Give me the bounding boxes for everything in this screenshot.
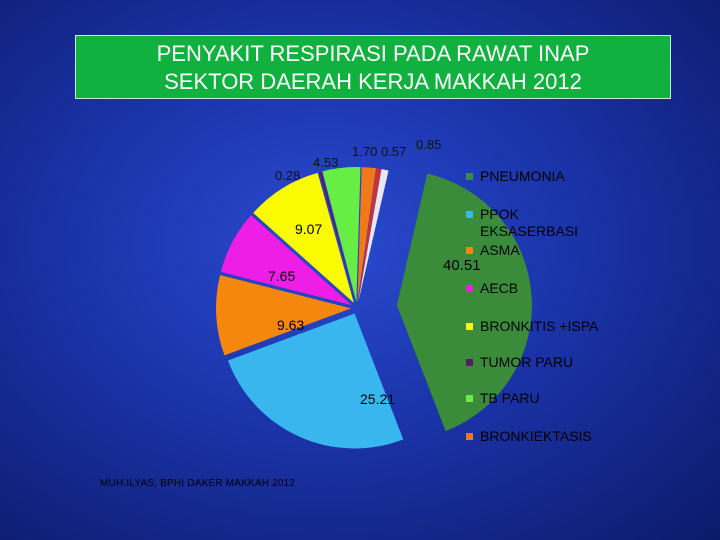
title-line-2: SEKTOR DAERAH KERJA MAKKAH 2012 <box>164 69 582 94</box>
data-label-4: 9.07 <box>295 221 322 237</box>
title-line-1: PENYAKIT RESPIRASI PADA RAWAT INAP <box>156 41 590 66</box>
footer-credit: MUH.ILYAS, BPHI DAKER MAKKAH 2012 <box>100 478 296 489</box>
pie-slice-ppok-eksaserbasi <box>228 313 404 449</box>
legend-swatch <box>466 247 473 254</box>
legend-swatch <box>466 173 473 180</box>
legend-label: PPOK EKSASERBASI <box>480 206 579 239</box>
data-label-2: 9.63 <box>277 317 304 333</box>
legend-label: TB PARU <box>480 390 540 406</box>
data-label-6: 4.53 <box>313 155 338 170</box>
data-label-1: 25.21 <box>360 391 395 407</box>
pie-slice-pneumonia <box>396 173 532 432</box>
legend-swatch <box>466 359 473 366</box>
pie-slice-unlabeled-9 <box>358 169 389 303</box>
data-label-8: 0.57 <box>381 144 406 159</box>
pie-slice-bronkiektasis <box>357 167 377 303</box>
legend-swatch <box>466 433 473 440</box>
chart-title: PENYAKIT RESPIRASI PADA RAWAT INAP SEKTO… <box>75 35 671 99</box>
legend-swatch <box>466 395 473 402</box>
legend-swatch <box>466 285 473 292</box>
legend-label: TUMOR PARU <box>480 354 574 370</box>
legend-label: AECB <box>480 280 519 296</box>
data-label-5: 0.28 <box>275 168 300 183</box>
data-label-7: 1.70 <box>352 144 377 159</box>
pie-slice-aecb <box>220 215 352 306</box>
pie-slice-tumor-paru <box>319 171 356 303</box>
legend-label: BRONKIEKTASIS <box>480 428 592 444</box>
legend-label: BRONKITIS +ISPA <box>480 318 599 334</box>
legend-label: ASMA <box>480 242 520 258</box>
data-label-9: 0.85 <box>416 137 441 152</box>
pie-slice-bronkitis-ispa <box>253 172 354 303</box>
pie-slice-unlabeled-8 <box>357 168 382 303</box>
pie-slice-asma <box>216 275 352 356</box>
pie-slice-tb-paru <box>322 167 361 303</box>
data-label-0: 40.51 <box>443 257 481 274</box>
data-label-3: 7.65 <box>268 268 295 284</box>
legend-swatch <box>466 211 473 218</box>
legend-label: PNEUMONIA <box>480 168 565 184</box>
legend-swatch <box>466 323 473 330</box>
